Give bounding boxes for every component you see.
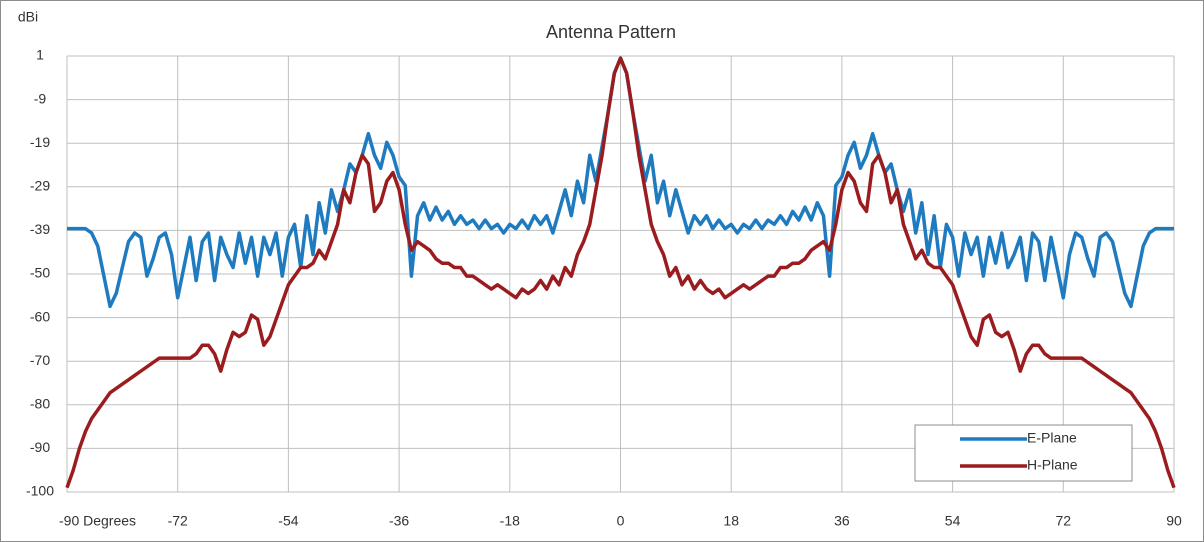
series-line <box>65 56 1176 489</box>
x-tick-label: -36 <box>389 513 409 529</box>
x-tick-label: -72 <box>168 513 188 529</box>
x-tick-label: -54 <box>278 513 298 529</box>
x-tick-label: 54 <box>945 513 961 529</box>
chart-title: Antenna Pattern <box>546 22 676 42</box>
y-tick-label: -70 <box>30 352 50 368</box>
y-tick-label: -19 <box>30 134 50 150</box>
y-tick-label: -50 <box>30 265 50 281</box>
y-tick-label: 1 <box>36 47 44 63</box>
legend-box <box>914 424 1133 482</box>
x-tick-label: 36 <box>834 513 850 529</box>
legend-label: H-Plane <box>1027 457 1078 473</box>
x-tick-label: 18 <box>723 513 739 529</box>
x-tick-label: 90 <box>1166 513 1182 529</box>
y-tick-label: -39 <box>30 221 50 237</box>
y-tick-label: -60 <box>30 308 50 324</box>
x-tick-label: -90 Degrees <box>59 513 136 529</box>
y-tick-label: -29 <box>30 178 50 194</box>
x-tick-label: -18 <box>500 513 520 529</box>
y-tick-label: -100 <box>26 483 54 499</box>
x-tick-label: 72 <box>1056 513 1072 529</box>
y-tick-label: -9 <box>34 90 47 106</box>
y-tick-label: -80 <box>30 396 50 412</box>
y-axis-label: dBi <box>18 9 38 25</box>
y-tick-label: -90 <box>30 439 50 455</box>
x-tick-label: 0 <box>617 513 625 529</box>
legend-label: E-Plane <box>1027 430 1077 446</box>
